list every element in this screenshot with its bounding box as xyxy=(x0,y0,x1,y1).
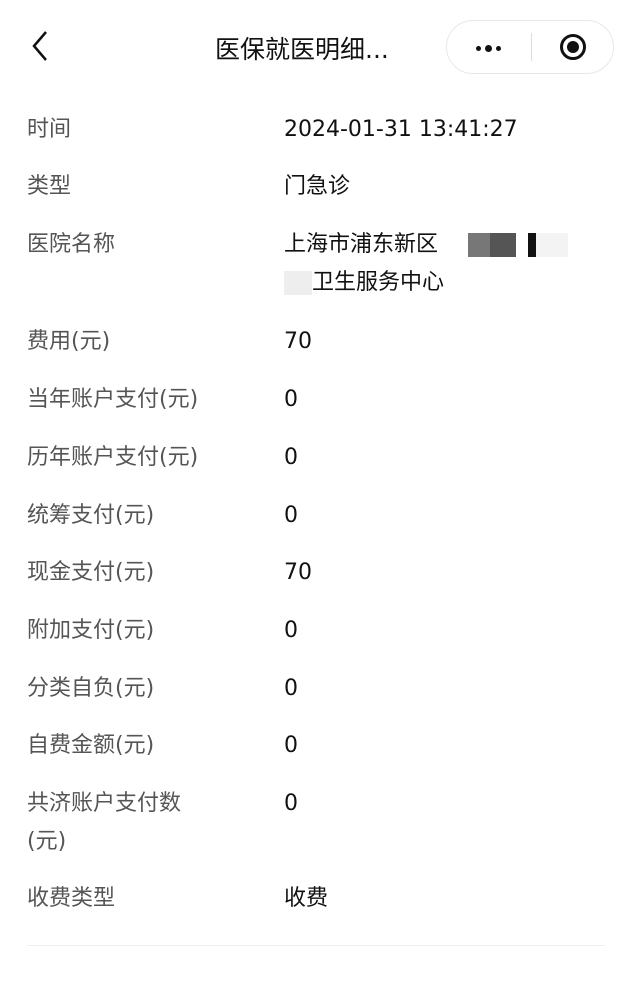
detail-label: 统筹支付(元) xyxy=(27,503,155,528)
detail-label: 当年账户支付(元) xyxy=(27,387,199,412)
detail-value: 70 xyxy=(284,560,312,585)
target-circle-icon xyxy=(560,34,586,60)
detail-label: 费用(元) xyxy=(27,329,111,354)
detail-label: 收费类型 xyxy=(27,886,116,911)
detail-value: 2024-01-31 13:41:27 xyxy=(284,117,518,142)
page-title: 医保就医明细... xyxy=(215,35,389,64)
chevron-left-icon xyxy=(32,31,47,61)
detail-value: 0 xyxy=(284,791,298,816)
target-dot-icon xyxy=(567,41,579,53)
navigation-bar: 医保就医明细... xyxy=(0,0,632,92)
hospital-name-part2: 卫生服务中心 xyxy=(312,270,445,295)
label-line1: 共济账户支付数 xyxy=(27,791,182,816)
detail-value: 0 xyxy=(284,503,298,528)
hospital-name-part1: 上海市浦东新区 xyxy=(284,232,439,257)
detail-label: 分类自负(元) xyxy=(27,676,155,701)
detail-label: 现金支付(元) xyxy=(27,560,155,585)
detail-label: 类型 xyxy=(27,174,72,199)
detail-value: 上海市浦东新区 卫生服务中心 xyxy=(284,226,614,302)
detail-value: 0 xyxy=(284,676,298,701)
redaction-mosaic xyxy=(284,271,312,295)
detail-value: 门急诊 xyxy=(284,174,351,199)
detail-value: 70 xyxy=(284,329,312,354)
more-dots-icon xyxy=(485,45,492,52)
detail-label: 共济账户支付数 (元) xyxy=(27,785,247,861)
detail-value: 收费 xyxy=(284,886,329,911)
detail-label: 自费金额(元) xyxy=(27,733,155,758)
detail-value: 0 xyxy=(284,387,298,412)
detail-value: 0 xyxy=(284,445,298,470)
detail-value: 0 xyxy=(284,618,298,643)
detail-label: 历年账户支付(元) xyxy=(27,445,199,470)
detail-label: 医院名称 xyxy=(27,232,116,257)
label-line2: (元) xyxy=(27,829,67,854)
more-button[interactable] xyxy=(447,21,531,73)
close-button[interactable] xyxy=(531,21,615,73)
divider xyxy=(27,945,605,946)
more-dots-icon xyxy=(496,46,501,51)
more-dots-icon xyxy=(476,46,481,51)
mini-program-capsule xyxy=(446,20,614,74)
detail-value: 0 xyxy=(284,733,298,758)
detail-label: 时间 xyxy=(27,117,72,142)
redaction-mosaic xyxy=(438,233,579,257)
capsule-divider xyxy=(531,33,532,61)
detail-label: 附加支付(元) xyxy=(27,618,155,643)
back-button[interactable] xyxy=(26,28,56,64)
